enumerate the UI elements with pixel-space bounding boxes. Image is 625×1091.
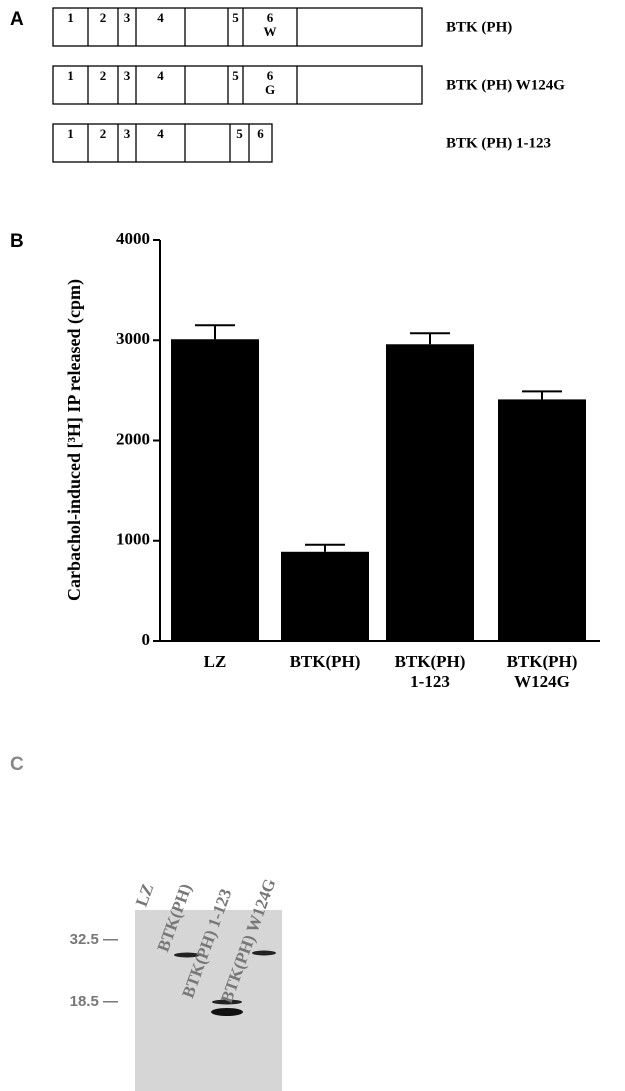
- y-tick-label: 2000: [116, 429, 150, 448]
- panel-label: C: [10, 754, 24, 775]
- segment-label: 4: [157, 68, 164, 83]
- bar: [498, 399, 586, 641]
- panel-label: B: [10, 231, 24, 252]
- y-tick-label: 4000: [116, 229, 150, 248]
- band: [211, 1008, 243, 1016]
- segment-label: 2: [100, 10, 107, 25]
- construct-name: BTK (PH): [446, 19, 512, 35]
- segment-label: 2: [100, 68, 107, 83]
- size-marker: 18.5 —: [70, 993, 118, 1010]
- y-tick-label: 1000: [116, 530, 150, 549]
- bar: [171, 339, 259, 641]
- segment-label: 1: [67, 68, 74, 83]
- residue-label: G: [265, 82, 275, 97]
- y-axis-title: Carbachol-induced [³H] IP released (cpm): [64, 279, 85, 601]
- panel-label: A: [10, 9, 24, 30]
- figure: A B C Carbachol-induced [³H] IP released…: [0, 0, 625, 1091]
- segment-label: 1: [67, 10, 74, 25]
- band: [252, 951, 276, 956]
- x-tick-label: LZ: [160, 652, 270, 672]
- x-tick-label: BTK(PH): [270, 652, 380, 672]
- x-tick-label: BTK(PH) W124G: [487, 652, 597, 692]
- segment-label: 5: [232, 68, 239, 83]
- segment-label: 4: [157, 10, 164, 25]
- segment-label: 4: [157, 126, 164, 141]
- construct-name: BTK (PH) W124G: [446, 77, 565, 93]
- segment-label: 3: [124, 10, 131, 25]
- segment-label: 6: [267, 68, 274, 83]
- bar: [281, 552, 369, 641]
- construct-name: BTK (PH) 1-123: [446, 135, 551, 151]
- size-marker: 32.5 —: [70, 931, 118, 948]
- lane-label: LZ: [132, 881, 158, 909]
- y-tick-label: 3000: [116, 329, 150, 348]
- segment-label: 3: [124, 126, 131, 141]
- bar: [386, 344, 474, 641]
- figure-canvas: A B C Carbachol-induced [³H] IP released…: [0, 0, 625, 1091]
- segment-label: 1: [67, 126, 74, 141]
- x-tick-label: BTK(PH) 1-123: [375, 652, 485, 692]
- y-tick-label: 0: [142, 630, 151, 649]
- segment-label: 6: [267, 10, 274, 25]
- residue-label: W: [264, 24, 277, 39]
- segment-label: 5: [232, 10, 239, 25]
- segment-label: 3: [124, 68, 131, 83]
- segment-label: 5: [236, 126, 243, 141]
- segment-label: 6: [257, 126, 264, 141]
- segment-label: 2: [100, 126, 107, 141]
